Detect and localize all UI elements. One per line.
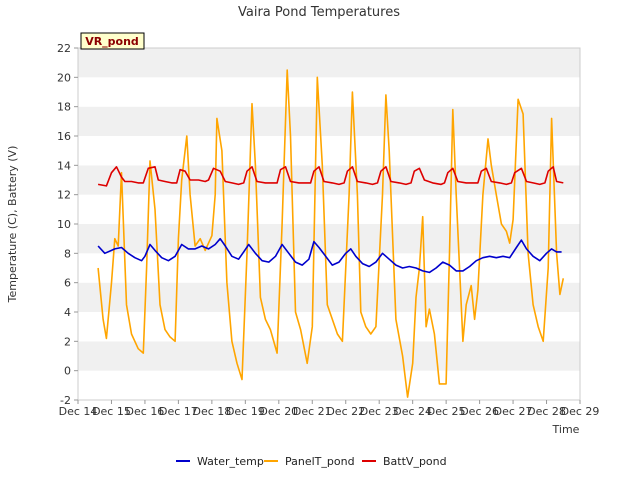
x-axis-label: Time bbox=[552, 423, 580, 436]
grid-band bbox=[78, 224, 580, 254]
x-tick-label: Dec 25 bbox=[427, 405, 466, 418]
x-tick-label: Dec 18 bbox=[192, 405, 231, 418]
y-tick-label: 4 bbox=[64, 306, 71, 319]
x-tick-label: Dec 15 bbox=[92, 405, 131, 418]
x-tick-label: Dec 27 bbox=[494, 405, 533, 418]
y-tick-label: -2 bbox=[60, 394, 71, 407]
y-axis-label: Temperature (C), Battery (V) bbox=[6, 146, 19, 304]
grid-band bbox=[78, 312, 580, 342]
x-tick-label: Dec 19 bbox=[226, 405, 265, 418]
station-tag: VR_pond bbox=[80, 32, 145, 50]
series-lines bbox=[97, 69, 565, 398]
y-tick-label: 14 bbox=[57, 159, 71, 172]
x-tick-label: Dec 29 bbox=[561, 405, 600, 418]
grid-band bbox=[78, 77, 580, 107]
grid-band bbox=[78, 48, 580, 78]
chart-title: Vaira Pond Temperatures bbox=[238, 5, 400, 20]
grid-band bbox=[78, 341, 580, 371]
grid-band bbox=[78, 282, 580, 312]
x-tick-label: Dec 26 bbox=[460, 405, 499, 418]
y-tick-label: 12 bbox=[57, 189, 71, 202]
legend: Water_temp PanelT_pond BattV_pond bbox=[176, 455, 447, 468]
x-tick-label: Dec 23 bbox=[360, 405, 399, 418]
x-tick-label: Dec 28 bbox=[527, 405, 566, 418]
grid-band bbox=[78, 106, 580, 136]
series-line-battv-pond bbox=[97, 166, 564, 187]
grid-band bbox=[78, 136, 580, 166]
y-tick-label: 20 bbox=[57, 71, 71, 84]
station-tag-label: VR_pond bbox=[85, 35, 139, 48]
y-tick-label: 16 bbox=[57, 130, 71, 143]
x-tick-label: Dec 20 bbox=[259, 405, 298, 418]
grid-band bbox=[78, 370, 580, 400]
y-tick-label: 2 bbox=[64, 335, 71, 348]
y-tick-label: 0 bbox=[64, 365, 71, 378]
plot-bands bbox=[78, 48, 580, 400]
x-tick-label: Dec 22 bbox=[326, 405, 365, 418]
x-tick-label: Dec 17 bbox=[159, 405, 198, 418]
x-tick-label: Dec 16 bbox=[126, 405, 165, 418]
x-tick-label: Dec 14 bbox=[59, 405, 98, 418]
x-tick-label: Dec 21 bbox=[293, 405, 332, 418]
y-tick-label: 22 bbox=[57, 42, 71, 55]
legend-label: Water_temp bbox=[197, 455, 264, 468]
y-tick-label: 10 bbox=[57, 218, 71, 231]
y-tick-label: 6 bbox=[64, 277, 71, 290]
x-tick-label: Dec 24 bbox=[393, 405, 432, 418]
legend-label: BattV_pond bbox=[383, 455, 447, 468]
series-line-water-temp bbox=[97, 237, 562, 274]
y-tick-label: 18 bbox=[57, 101, 71, 114]
legend-label: PanelT_pond bbox=[285, 455, 355, 468]
y-axis: -2 0 2 4 6 8 10 12 14 16 18 20 22 bbox=[57, 42, 78, 407]
y-tick-label: 8 bbox=[64, 247, 71, 260]
series-line-panelt-pond bbox=[97, 69, 565, 398]
grid-band bbox=[78, 253, 580, 283]
